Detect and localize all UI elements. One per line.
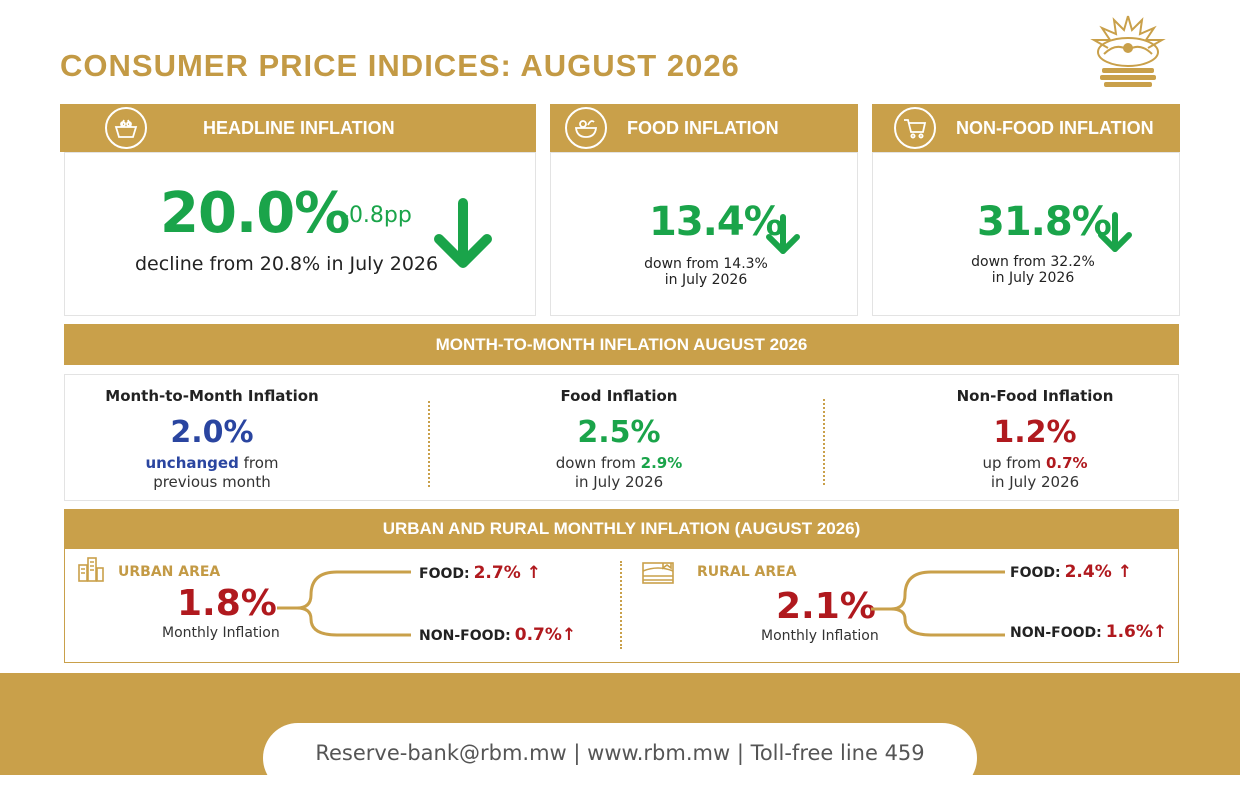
city-buildings-icon [78, 557, 104, 582]
mtm-nonfood-note-line2: in July 2026 [990, 473, 1080, 491]
food-bowl-icon [565, 107, 607, 149]
headline-note: decline from 20.8% in July 2026 [135, 253, 439, 275]
mtm-column: Month-to-Month Inflation 2.0% unchanged … [65, 387, 359, 492]
urban-rural-panel: URBAN AREA 1.8% Monthly Inflation FOOD: 2… [64, 549, 1179, 663]
mtm-food-note-line2: in July 2026 [574, 473, 664, 491]
divider [823, 399, 825, 485]
mtm-title: Month-to-Month Inflation [105, 387, 319, 405]
rural-food-value: 2.4% [1064, 562, 1112, 582]
mtm-food-pre: down from [555, 454, 641, 472]
mtm-rest: from [238, 454, 279, 472]
mtm-nonfood-pre: up from [982, 454, 1046, 472]
urban-food: FOOD: 2.7% ↑ [419, 563, 541, 583]
food-basket-icon [105, 107, 147, 149]
mtm-note-line2: previous month [153, 473, 271, 491]
nonfood-card-header: NON-FOOD INFLATION [872, 104, 1180, 152]
nonfood-value: 31.8% [977, 199, 1112, 245]
mtm-food-note: down from 2.9% [465, 454, 773, 473]
headline-change: -0.8pp [341, 203, 412, 228]
divider [428, 401, 430, 487]
urban-food-label: FOOD: [419, 566, 470, 582]
rural-nonfood-label: NON-FOOD: [1010, 625, 1102, 641]
mtm-emph: unchanged [145, 454, 239, 472]
headline-card-header: HEADLINE INFLATION [60, 104, 536, 152]
arrow-down-icon [766, 214, 800, 254]
arrow-down-icon [434, 198, 492, 268]
urban-sub: Monthly Inflation [162, 625, 280, 641]
food-card-title: FOOD INFLATION [627, 117, 779, 138]
mtm-nonfood-note: up from 0.7% [885, 454, 1185, 473]
mtm-note: unchanged from [65, 454, 359, 473]
month-to-month-panel: Month-to-Month Inflation 2.0% unchanged … [64, 374, 1179, 501]
crest-logo-icon [1090, 15, 1166, 87]
nonfood-note-line1: down from 32.2% [971, 254, 1095, 270]
rural-sub: Monthly Inflation [761, 628, 879, 644]
mtm-food-value: 2.5% [577, 415, 661, 450]
divider [620, 561, 622, 649]
headline-value: 20.0% [160, 181, 350, 246]
urban-nonfood-label: NON-FOOD: [419, 628, 511, 644]
rural-connector [871, 570, 1005, 637]
mtm-nonfood-title: Non-Food Inflation [956, 387, 1114, 405]
farm-field-icon [642, 562, 674, 584]
urban-connector [277, 570, 411, 637]
nonfood-note-line2: in July 2026 [991, 270, 1075, 286]
headline-card: 20.0% -0.8pp decline from 20.8% in July … [64, 152, 536, 316]
urban-label: URBAN AREA [118, 564, 221, 580]
mtm-nonfood-emph: 0.7% [1045, 454, 1088, 472]
rural-nonfood: NON-FOOD: 1.6%↑ [1010, 622, 1167, 642]
urban-nonfood-value: 0.7% [514, 625, 562, 645]
mtm-food-title: Food Inflation [560, 387, 678, 405]
urban-value: 1.8% [177, 583, 277, 624]
headline-card-title: HEADLINE INFLATION [203, 117, 395, 138]
rural-food: FOOD: 2.4% ↑ [1010, 562, 1132, 582]
month-to-month-band: MONTH-TO-MONTH INFLATION AUGUST 2026 [64, 324, 1179, 365]
food-card: 13.4% down from 14.3% in July 2026 [550, 152, 858, 316]
rural-label: RURAL AREA [697, 564, 797, 580]
rural-value: 2.1% [776, 586, 876, 627]
page-title: CONSUMER PRICE INDICES: AUGUST 2026 [60, 48, 740, 83]
nonfood-card-title: NON-FOOD INFLATION [956, 117, 1154, 138]
arrow-down-icon [1098, 212, 1132, 252]
urban-rural-band: URBAN AND RURAL MONTHLY INFLATION (AUGUS… [64, 509, 1179, 549]
nonfood-card: 31.8% down from 32.2% in July 2026 [872, 152, 1180, 316]
mtm-value: 2.0% [170, 415, 254, 450]
mtm-food-column: Food Inflation 2.5% down from 2.9% in Ju… [465, 387, 773, 492]
food-note-line1: down from 14.3% [644, 256, 768, 272]
food-note-line2: in July 2026 [664, 272, 748, 288]
mtm-food-emph: 2.9% [640, 454, 683, 472]
mtm-nonfood-value: 1.2% [993, 415, 1077, 450]
contact-text[interactable]: Reserve-bank@rbm.mw | www.rbm.mw | Toll-… [315, 741, 925, 765]
food-value: 13.4% [649, 199, 784, 245]
mtm-nonfood-column: Non-Food Inflation 1.2% up from 0.7% in … [885, 387, 1185, 492]
urban-food-value: 2.7% [473, 563, 521, 583]
rural-nonfood-value: 1.6% [1105, 622, 1153, 642]
rural-food-label: FOOD: [1010, 565, 1061, 581]
footer-contact: Reserve-bank@rbm.mw | www.rbm.mw | Toll-… [263, 723, 977, 793]
arrow-up-icon: ↑ [561, 625, 577, 645]
shopping-cart-icon [894, 107, 936, 149]
arrow-up-icon: ↑ [1117, 562, 1132, 582]
arrow-up-icon: ↑ [526, 563, 541, 583]
arrow-up-icon: ↑ [1152, 622, 1168, 642]
food-card-header: FOOD INFLATION [550, 104, 858, 152]
urban-nonfood: NON-FOOD: 0.7%↑ [419, 625, 576, 645]
